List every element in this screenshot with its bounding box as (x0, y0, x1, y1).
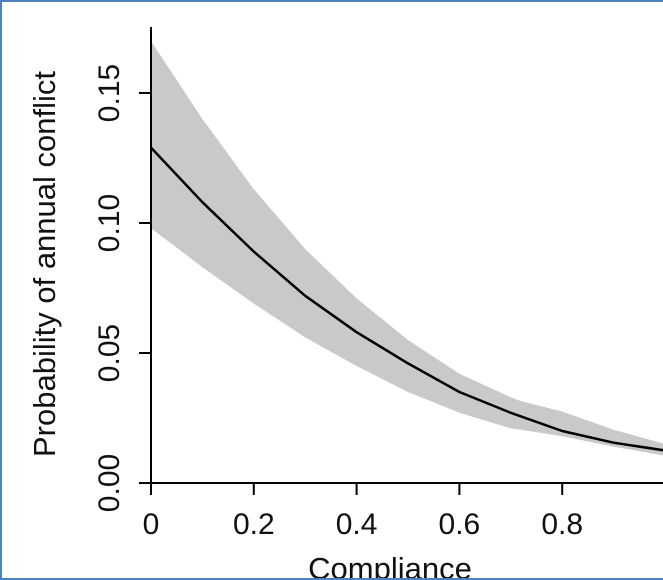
x-tick-label: 0 (143, 508, 160, 541)
series-line-layer (150, 146, 663, 452)
x-tick-label: 0.2 (233, 508, 275, 541)
x-axis-title: Compliance (308, 551, 472, 580)
x-tick-label: 0.6 (439, 508, 481, 541)
confidence-band (151, 41, 663, 456)
y-tick-label: 0.05 (93, 324, 126, 382)
x-tick-label: 0.8 (541, 508, 583, 541)
y-tick-label: 0.10 (93, 194, 126, 252)
x-tick-label: 0.4 (336, 508, 378, 541)
y-axis-title: Probability of annual conflict (27, 71, 62, 457)
y-tick-label: 0.15 (93, 64, 126, 122)
y-tick-label: 0.00 (93, 454, 126, 512)
confidence-band-layer (151, 41, 663, 456)
axes-layer (150, 27, 663, 484)
x-ticks-layer: 0 0.2 0.4 0.6 0.8 (143, 483, 583, 541)
series-line-0 (150, 146, 663, 452)
y-ticks-layer: 0.00 0.05 0.10 0.15 (93, 64, 151, 512)
